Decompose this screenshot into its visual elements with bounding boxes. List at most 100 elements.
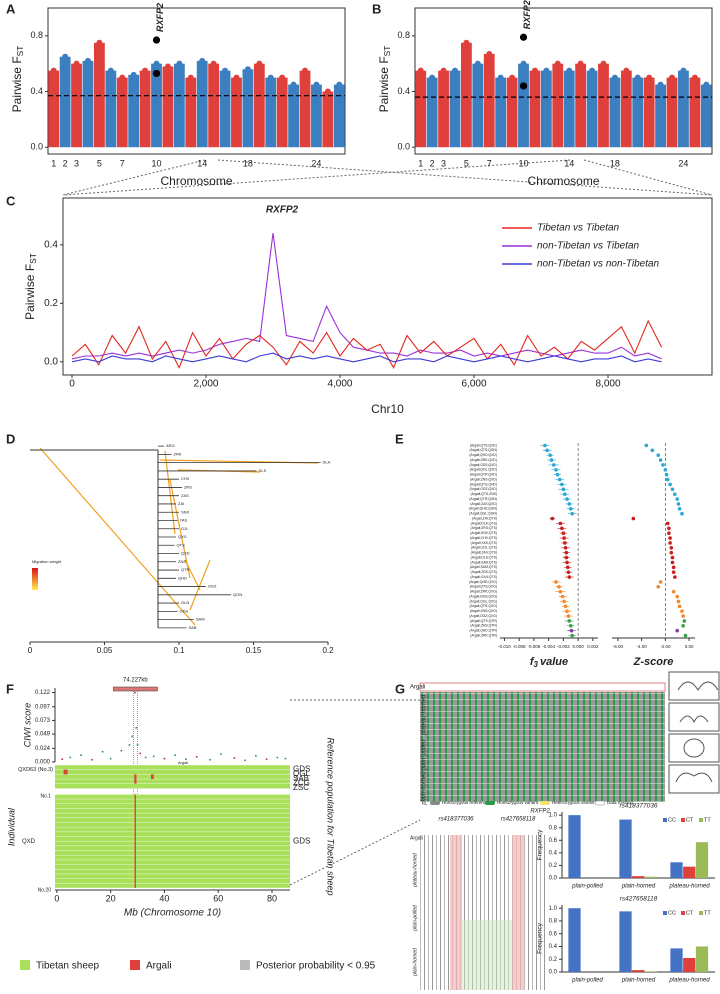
- peak-snp: [324, 88, 331, 95]
- z-point: [675, 497, 680, 501]
- tip-label: CHX: [181, 476, 190, 481]
- ref-row-label: QGL: [293, 769, 310, 778]
- row-label: (Argali;QHD;QTR): [469, 629, 497, 633]
- x-tick-label: -4.00: [637, 644, 648, 649]
- y-tick-label: 0.2: [549, 957, 558, 963]
- row-label: (Argali;GJL;QTS): [471, 546, 497, 550]
- f3-point: [564, 555, 569, 560]
- snp-cloud: [139, 70, 151, 148]
- z-point: [682, 619, 687, 623]
- f3-point: [566, 570, 571, 574]
- peak-snp: [566, 67, 573, 74]
- ref-row-label: ZCG: [293, 778, 310, 787]
- f3-point: [557, 477, 562, 482]
- snp-cloud: [71, 63, 82, 148]
- z-point: [670, 555, 675, 560]
- peak-snp: [267, 74, 274, 81]
- y-axis-label: Pairwise FST: [23, 253, 38, 320]
- legend-label: non-Tibetan vs non-Tibetan: [537, 259, 660, 270]
- x-tick-label: 10: [519, 158, 529, 168]
- y-tick-label: 0.0: [30, 142, 43, 152]
- f3-point: [545, 448, 549, 453]
- hap-legend-item: Homozygous reference: [442, 800, 489, 805]
- tip-label: OGZ: [208, 584, 217, 589]
- y-tick-label: 0.024: [35, 746, 51, 752]
- tip-label: ZAI: [178, 501, 184, 506]
- snp-block: [462, 920, 512, 990]
- bar: [619, 819, 632, 878]
- z-point: [668, 536, 672, 540]
- f3-point: [567, 575, 572, 579]
- y-tick-label: 0.4: [549, 944, 558, 950]
- legend-label: CT: [686, 910, 694, 916]
- snp-cloud: [231, 77, 242, 148]
- x-tick-label: -0.004: [542, 644, 555, 649]
- chart-title: rs418377036: [620, 803, 658, 810]
- row-label: (Argali;ZRK;QTS): [470, 570, 497, 574]
- peak-snp: [680, 67, 687, 74]
- x-tick-label: -0.006: [528, 644, 541, 649]
- ciwi-point: [255, 754, 257, 757]
- ciwi-point: [136, 744, 139, 746]
- panel-label: E: [395, 431, 404, 446]
- ciwi-point: [265, 758, 268, 760]
- snp-cloud: [59, 56, 71, 148]
- peak-snp: [119, 74, 126, 81]
- horn-illustrations: [668, 671, 720, 794]
- snp-cloud: [128, 74, 140, 148]
- snp-cloud: [483, 53, 495, 148]
- peak-snp: [509, 74, 516, 81]
- annotation: RXFP2: [522, 0, 532, 29]
- peak-snp: [130, 71, 137, 78]
- hap-legend: Homozygous reference Homozygous variant …: [430, 800, 634, 806]
- panel-label: G: [395, 681, 405, 696]
- z-point: [669, 550, 674, 555]
- peak-snp: [486, 50, 493, 57]
- f3-point: [565, 497, 569, 501]
- side-label: Reference population for Tibetan sheep: [326, 737, 336, 895]
- peak-snp: [290, 81, 297, 88]
- legend-label: CC: [668, 910, 676, 916]
- plot-frame: [414, 7, 713, 155]
- row-label: (Argali;GDS;QXD): [469, 463, 497, 467]
- y-axis-label-sub: ST: [15, 46, 25, 57]
- y-tick-label: 0.073: [35, 718, 51, 724]
- x-tick-label: 1: [51, 158, 56, 168]
- snp-cloud: [208, 63, 220, 148]
- y-axis-label-main: Pairwise F: [10, 56, 24, 112]
- peak-snp: [634, 74, 641, 81]
- x-tick-label: 4,000: [327, 379, 352, 390]
- x-tick-label: 2: [430, 158, 435, 168]
- x-tick-label: -0.010: [498, 644, 511, 649]
- panel-label: D: [6, 431, 15, 446]
- z-point: [670, 560, 675, 565]
- legend-label: TT: [704, 817, 711, 823]
- x-tick-label: 14: [197, 158, 207, 168]
- highlight-snp: [519, 33, 528, 41]
- snp-cloud: [689, 77, 701, 148]
- row-label: (Argali;DLS;QTS): [471, 555, 497, 559]
- y-tick-label: 0.4: [44, 239, 58, 250]
- x2-axis-label: Z-score: [633, 656, 674, 668]
- ciwi-point: [120, 749, 123, 752]
- tip-label: QXD: [181, 551, 190, 556]
- individual-label: Individual: [6, 807, 16, 846]
- peak-snp: [142, 67, 149, 74]
- z-point: [675, 628, 680, 633]
- f3-point: [569, 628, 574, 633]
- row-label: (Argali;ZAS;QTS): [471, 551, 497, 555]
- f3-point: [567, 502, 572, 506]
- legend-label: Tibetan vs Tibetan: [537, 223, 620, 234]
- legend-swatch: [663, 818, 667, 822]
- x-tick-label: -0.002: [557, 644, 570, 649]
- peak-snp: [600, 60, 607, 67]
- peak-snp: [244, 66, 251, 73]
- hap-label: Argali: [410, 835, 423, 841]
- panel-label: F: [6, 681, 14, 696]
- peak-snp: [153, 60, 160, 67]
- snp-cloud: [540, 70, 552, 148]
- peak-snp: [199, 57, 206, 64]
- row-label: (Argali;YAS;QTS): [471, 541, 497, 545]
- peak-snp: [669, 74, 676, 81]
- tip-label: SNX: [181, 509, 190, 514]
